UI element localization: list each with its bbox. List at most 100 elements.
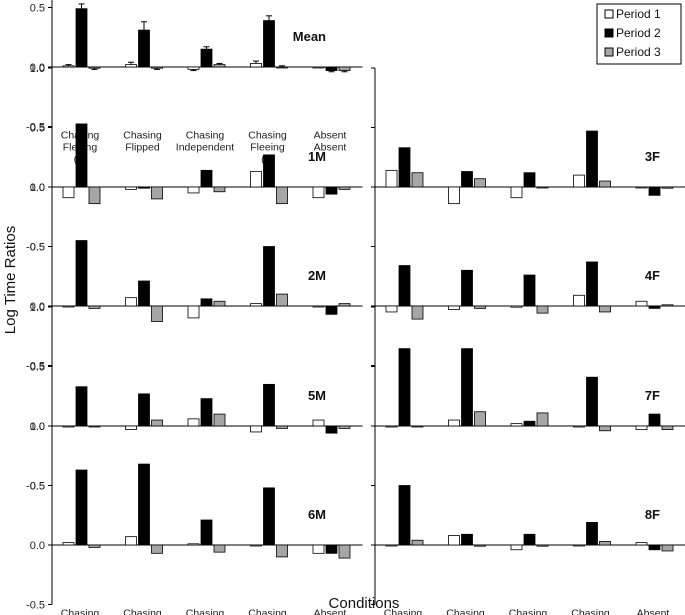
bar-8f-p3-c4 [599, 541, 611, 546]
bar-8f-p3-c1 [411, 539, 424, 546]
bar-8f-p1-c2 [448, 535, 460, 546]
bar-7f-p1-c2 [448, 419, 460, 427]
y-tick-label: -0.5 [26, 481, 45, 493]
y-tick-label: 1.0 [30, 63, 45, 75]
bar-6m-p1-c4 [250, 544, 262, 547]
bar-6m-p1-c1 [62, 542, 75, 546]
category-label: Chasing [248, 608, 287, 615]
panel-label-mean: Mean [293, 29, 326, 44]
category-label: Chasing [248, 130, 287, 142]
x-axis-title: Conditions [329, 595, 400, 612]
legend-swatch-period-2 [604, 28, 614, 38]
y-axis-title: Log Time Ratios [2, 226, 19, 334]
bar-8f-p1-c5 [635, 542, 648, 546]
bar-mean-p1-c1 [62, 65, 75, 68]
bar-8f-p3-c2 [474, 544, 486, 547]
bar-5m-p2-c5 [325, 425, 338, 434]
bar-1m-p3-c2 [151, 186, 163, 200]
panel-label-7f: 7F [645, 388, 660, 403]
bar-7f-p2-c4 [586, 376, 598, 427]
y-tick-label: 1.0 [30, 421, 45, 433]
bar-4f-p2-c5 [648, 305, 661, 309]
panel-label-5m: 5M [308, 388, 326, 403]
bar-5m-p3-c1 [88, 425, 101, 428]
bar-3f-p3-c1 [411, 172, 424, 188]
bar-4f-p2-c3 [523, 274, 536, 307]
category-label: Absent [314, 130, 347, 142]
category-label: Chasing [571, 608, 610, 615]
bar-7f-p1-c3 [510, 423, 523, 427]
bar-5m-p1-c4 [250, 425, 262, 433]
bar-mean-p2-c4 [263, 20, 275, 68]
bar-mean-p2-c3 [200, 48, 213, 68]
panel-label-4f: 4F [645, 268, 660, 283]
bar-1m-p1-c5 [312, 186, 325, 199]
bar-3f-p2-c1 [398, 147, 411, 188]
panel-label-8f: 8F [645, 507, 660, 522]
bar-2m-p1-c3 [187, 305, 200, 319]
bar-7f-p3-c1 [411, 425, 424, 428]
y-tick-label: -0.5 [26, 242, 45, 254]
bar-2m-p2-c1 [75, 240, 88, 307]
legend-label-period-1: Period 1 [616, 7, 661, 21]
bar-5m-p1-c2 [125, 425, 137, 430]
bar-3f-p1-c2 [448, 186, 460, 205]
panel-2m: 1.0 0.5 0.0 -0.5 2M [26, 182, 363, 373]
bar-8f-p3-c3 [536, 544, 549, 547]
bar-3f-p1-c1 [385, 169, 398, 188]
bar-mean-p1-c5 [312, 66, 325, 69]
bar-2m-p1-c5 [312, 305, 325, 308]
bar-5m-p3-c3 [213, 413, 226, 427]
bar-2m-p3-c4 [276, 293, 288, 307]
panel-label-6m: 6M [308, 507, 326, 522]
category-label: Absent [314, 608, 347, 615]
bar-8f-p2-c1 [398, 485, 411, 546]
bar-7f-p2-c2 [461, 348, 473, 427]
bar-2m-p3-c1 [88, 305, 101, 309]
y-tick-label: 0.5 [30, 481, 45, 493]
bar-5m-p2-c1 [75, 386, 88, 427]
legend-label-period-2: Period 2 [616, 26, 661, 40]
bar-6m-p2-c5 [325, 544, 338, 554]
y-tick-label: 0.0 [30, 421, 45, 433]
bar-3f-p3-c5 [661, 186, 674, 189]
bar-2m-p3-c3 [213, 300, 226, 307]
legend: Period 1 Period 2 Period 3 [596, 3, 682, 65]
bar-2m-p2-c4 [263, 246, 275, 307]
category-label: Fleeing [250, 142, 285, 154]
bar-mean-p3-c3 [213, 64, 226, 68]
bar-4f-p2-c1 [398, 265, 411, 307]
legend-label-period-3: Period 3 [616, 45, 661, 59]
y-tick-label: -0.5 [26, 600, 45, 612]
bar-3f-p3-c2 [474, 178, 486, 188]
bar-4f-p1-c2 [448, 305, 460, 310]
bar-6m-p3-c4 [276, 544, 288, 558]
bar-1m-p1-c3 [187, 186, 200, 194]
bar-4f-p3-c4 [599, 305, 611, 313]
bar-mean-p1-c2 [125, 64, 137, 68]
category-label: Chasing [61, 608, 100, 615]
panel-7f: 7F [371, 306, 685, 486]
y-tick-label: 0.0 [30, 62, 45, 74]
bar-7f-p3-c4 [599, 425, 611, 432]
category-label: Chasing [186, 608, 225, 615]
category-label: Absent [314, 142, 347, 154]
y-tick-label: 0.0 [30, 182, 45, 194]
bar-1m-p1-c2 [125, 186, 137, 190]
bar-7f-p1-c1 [385, 425, 398, 428]
bar-8f-p1-c1 [385, 544, 398, 547]
bar-7f-p3-c3 [536, 412, 549, 427]
bar-3f-p2-c3 [523, 172, 536, 188]
bar-3f-p2-c5 [648, 186, 661, 196]
bar-1m-p2-c1 [75, 123, 88, 188]
bar-6m-p3-c5 [338, 544, 351, 559]
bar-8f-p2-c4 [586, 521, 598, 546]
bar-mean-p1-c3 [187, 66, 200, 70]
bar-5m-p2-c4 [263, 383, 275, 427]
bar-mean-p2-c1 [75, 8, 88, 68]
bar-5m-p3-c5 [338, 425, 351, 429]
bar-1m-p3-c5 [338, 186, 351, 190]
y-tick-label: -0.5 [26, 122, 45, 134]
bar-8f-p3-c5 [661, 544, 674, 552]
y-tick-label: 0.5 [30, 362, 45, 374]
